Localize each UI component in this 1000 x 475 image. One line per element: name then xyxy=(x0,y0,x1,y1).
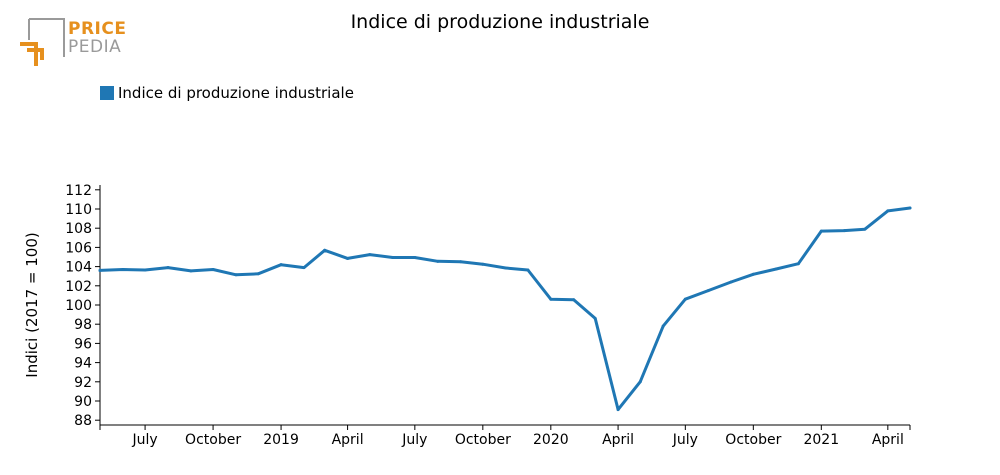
x-tick-label: October xyxy=(455,432,511,448)
x-tick-label: 2019 xyxy=(263,432,299,448)
x-axis: July October 2019 April July October 2020 April… xyxy=(99,424,911,448)
data-point xyxy=(549,297,553,301)
data-point xyxy=(504,266,508,270)
x-tick-label: July xyxy=(131,432,157,448)
data-point xyxy=(211,267,215,271)
data-point xyxy=(481,262,485,266)
logo-word-pedia: PEDIA xyxy=(68,37,122,57)
data-point xyxy=(279,263,283,267)
data-point xyxy=(572,298,576,302)
data-point xyxy=(796,262,800,266)
series-line xyxy=(98,206,912,412)
series-layer xyxy=(98,206,912,412)
data-point xyxy=(683,297,687,301)
x-tick-label: July xyxy=(401,432,427,448)
x-tick-label: 2021 xyxy=(803,432,839,448)
data-point xyxy=(323,248,327,252)
data-point xyxy=(751,272,755,276)
y-axis-label: Indici (2017 = 100) xyxy=(23,232,41,377)
x-tick-label: April xyxy=(332,432,364,448)
data-point xyxy=(189,269,193,273)
y-tick-label: 96 xyxy=(74,336,92,352)
y-tick-label: 92 xyxy=(74,375,92,391)
y-tick-label: 102 xyxy=(65,279,92,295)
legend-swatch xyxy=(100,86,114,100)
data-point xyxy=(774,267,778,271)
x-tick-label: April xyxy=(872,432,904,448)
data-point xyxy=(413,255,417,259)
data-point xyxy=(593,316,597,320)
y-tick-label: 104 xyxy=(65,260,92,276)
data-point xyxy=(143,268,147,272)
data-point xyxy=(121,267,125,271)
data-point xyxy=(616,408,620,412)
y-tick-label: 108 xyxy=(65,221,92,237)
y-tick-label: 94 xyxy=(74,356,92,372)
data-point xyxy=(706,289,710,293)
data-point xyxy=(886,209,890,213)
data-point xyxy=(302,266,306,270)
data-point xyxy=(459,260,463,264)
chart-title: Indice di produzione industriale xyxy=(350,11,650,33)
data-point xyxy=(638,380,642,384)
y-tick-label: 90 xyxy=(74,394,92,410)
data-point xyxy=(436,259,440,263)
data-point xyxy=(842,229,846,233)
x-tick-label: October xyxy=(725,432,781,448)
logo-word-price: PRICE xyxy=(68,19,127,39)
x-tick-label: 2020 xyxy=(533,432,569,448)
logo-mark-icon xyxy=(20,18,65,66)
data-point xyxy=(661,324,665,328)
data-point xyxy=(729,280,733,284)
y-tick-label: 100 xyxy=(65,298,92,314)
data-point xyxy=(234,273,238,277)
x-tick-label: July xyxy=(672,432,698,448)
data-point xyxy=(346,256,350,260)
y-tick-label: 110 xyxy=(65,202,92,218)
legend: Indice di produzione industriale xyxy=(100,84,354,102)
data-point xyxy=(863,227,867,231)
data-point xyxy=(391,255,395,259)
legend-label: Indice di produzione industriale xyxy=(118,84,354,102)
y-axis: 88 90 92 94 96 98 100 102 104 106 108 110 112 xyxy=(65,183,101,429)
data-point xyxy=(166,266,170,270)
y-tick-label: 98 xyxy=(74,317,92,333)
data-point xyxy=(98,268,102,272)
y-tick-label: 112 xyxy=(65,183,92,199)
data-point xyxy=(526,268,530,272)
data-point xyxy=(908,206,912,210)
data-point xyxy=(819,229,823,233)
pricepedia-logo: PRICE PEDIA xyxy=(18,18,128,68)
x-tick-label: April xyxy=(602,432,634,448)
y-tick-label: 88 xyxy=(74,413,92,429)
y-tick-label: 106 xyxy=(65,240,92,256)
data-point xyxy=(368,253,372,257)
x-tick-label: October xyxy=(185,432,241,448)
data-point xyxy=(256,272,260,276)
